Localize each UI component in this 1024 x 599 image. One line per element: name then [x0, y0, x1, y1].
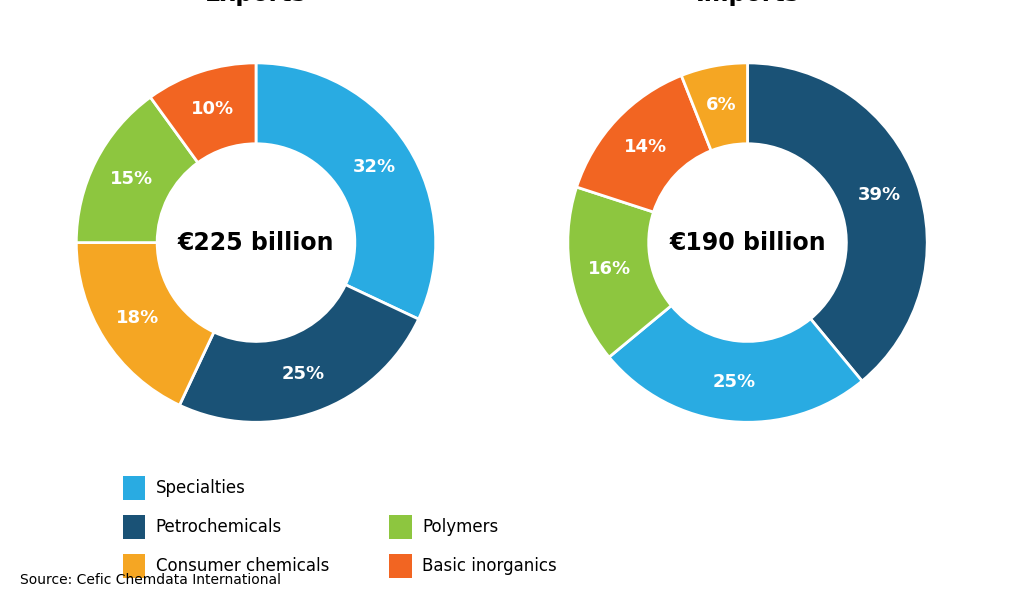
- Text: 32%: 32%: [353, 159, 396, 177]
- Text: Petrochemicals: Petrochemicals: [156, 518, 282, 536]
- Wedge shape: [681, 63, 748, 151]
- Text: Polymers: Polymers: [422, 518, 498, 536]
- Wedge shape: [609, 305, 862, 422]
- Text: Specialties: Specialties: [156, 479, 246, 497]
- Text: 25%: 25%: [282, 365, 325, 383]
- Text: €190 billion: €190 billion: [670, 231, 825, 255]
- Text: 15%: 15%: [110, 170, 153, 188]
- Text: Consumer chemicals: Consumer chemicals: [156, 557, 329, 575]
- Text: 39%: 39%: [858, 186, 901, 204]
- Wedge shape: [151, 63, 256, 163]
- Wedge shape: [568, 187, 672, 357]
- Title: Imports: Imports: [695, 0, 800, 7]
- Wedge shape: [77, 243, 214, 405]
- Text: 10%: 10%: [191, 100, 234, 118]
- Text: 18%: 18%: [116, 308, 160, 326]
- Text: Basic inorganics: Basic inorganics: [422, 557, 557, 575]
- Wedge shape: [77, 97, 198, 243]
- Wedge shape: [179, 285, 419, 422]
- Wedge shape: [748, 63, 927, 381]
- Text: €225 billion: €225 billion: [178, 231, 334, 255]
- Text: 16%: 16%: [588, 260, 632, 278]
- Wedge shape: [256, 63, 435, 319]
- Title: Exports: Exports: [205, 0, 307, 7]
- Text: 25%: 25%: [713, 373, 756, 391]
- Text: 14%: 14%: [624, 138, 667, 156]
- Wedge shape: [577, 75, 711, 212]
- Text: 6%: 6%: [706, 96, 736, 114]
- Text: Source: Cefic Chemdata International: Source: Cefic Chemdata International: [20, 573, 282, 587]
